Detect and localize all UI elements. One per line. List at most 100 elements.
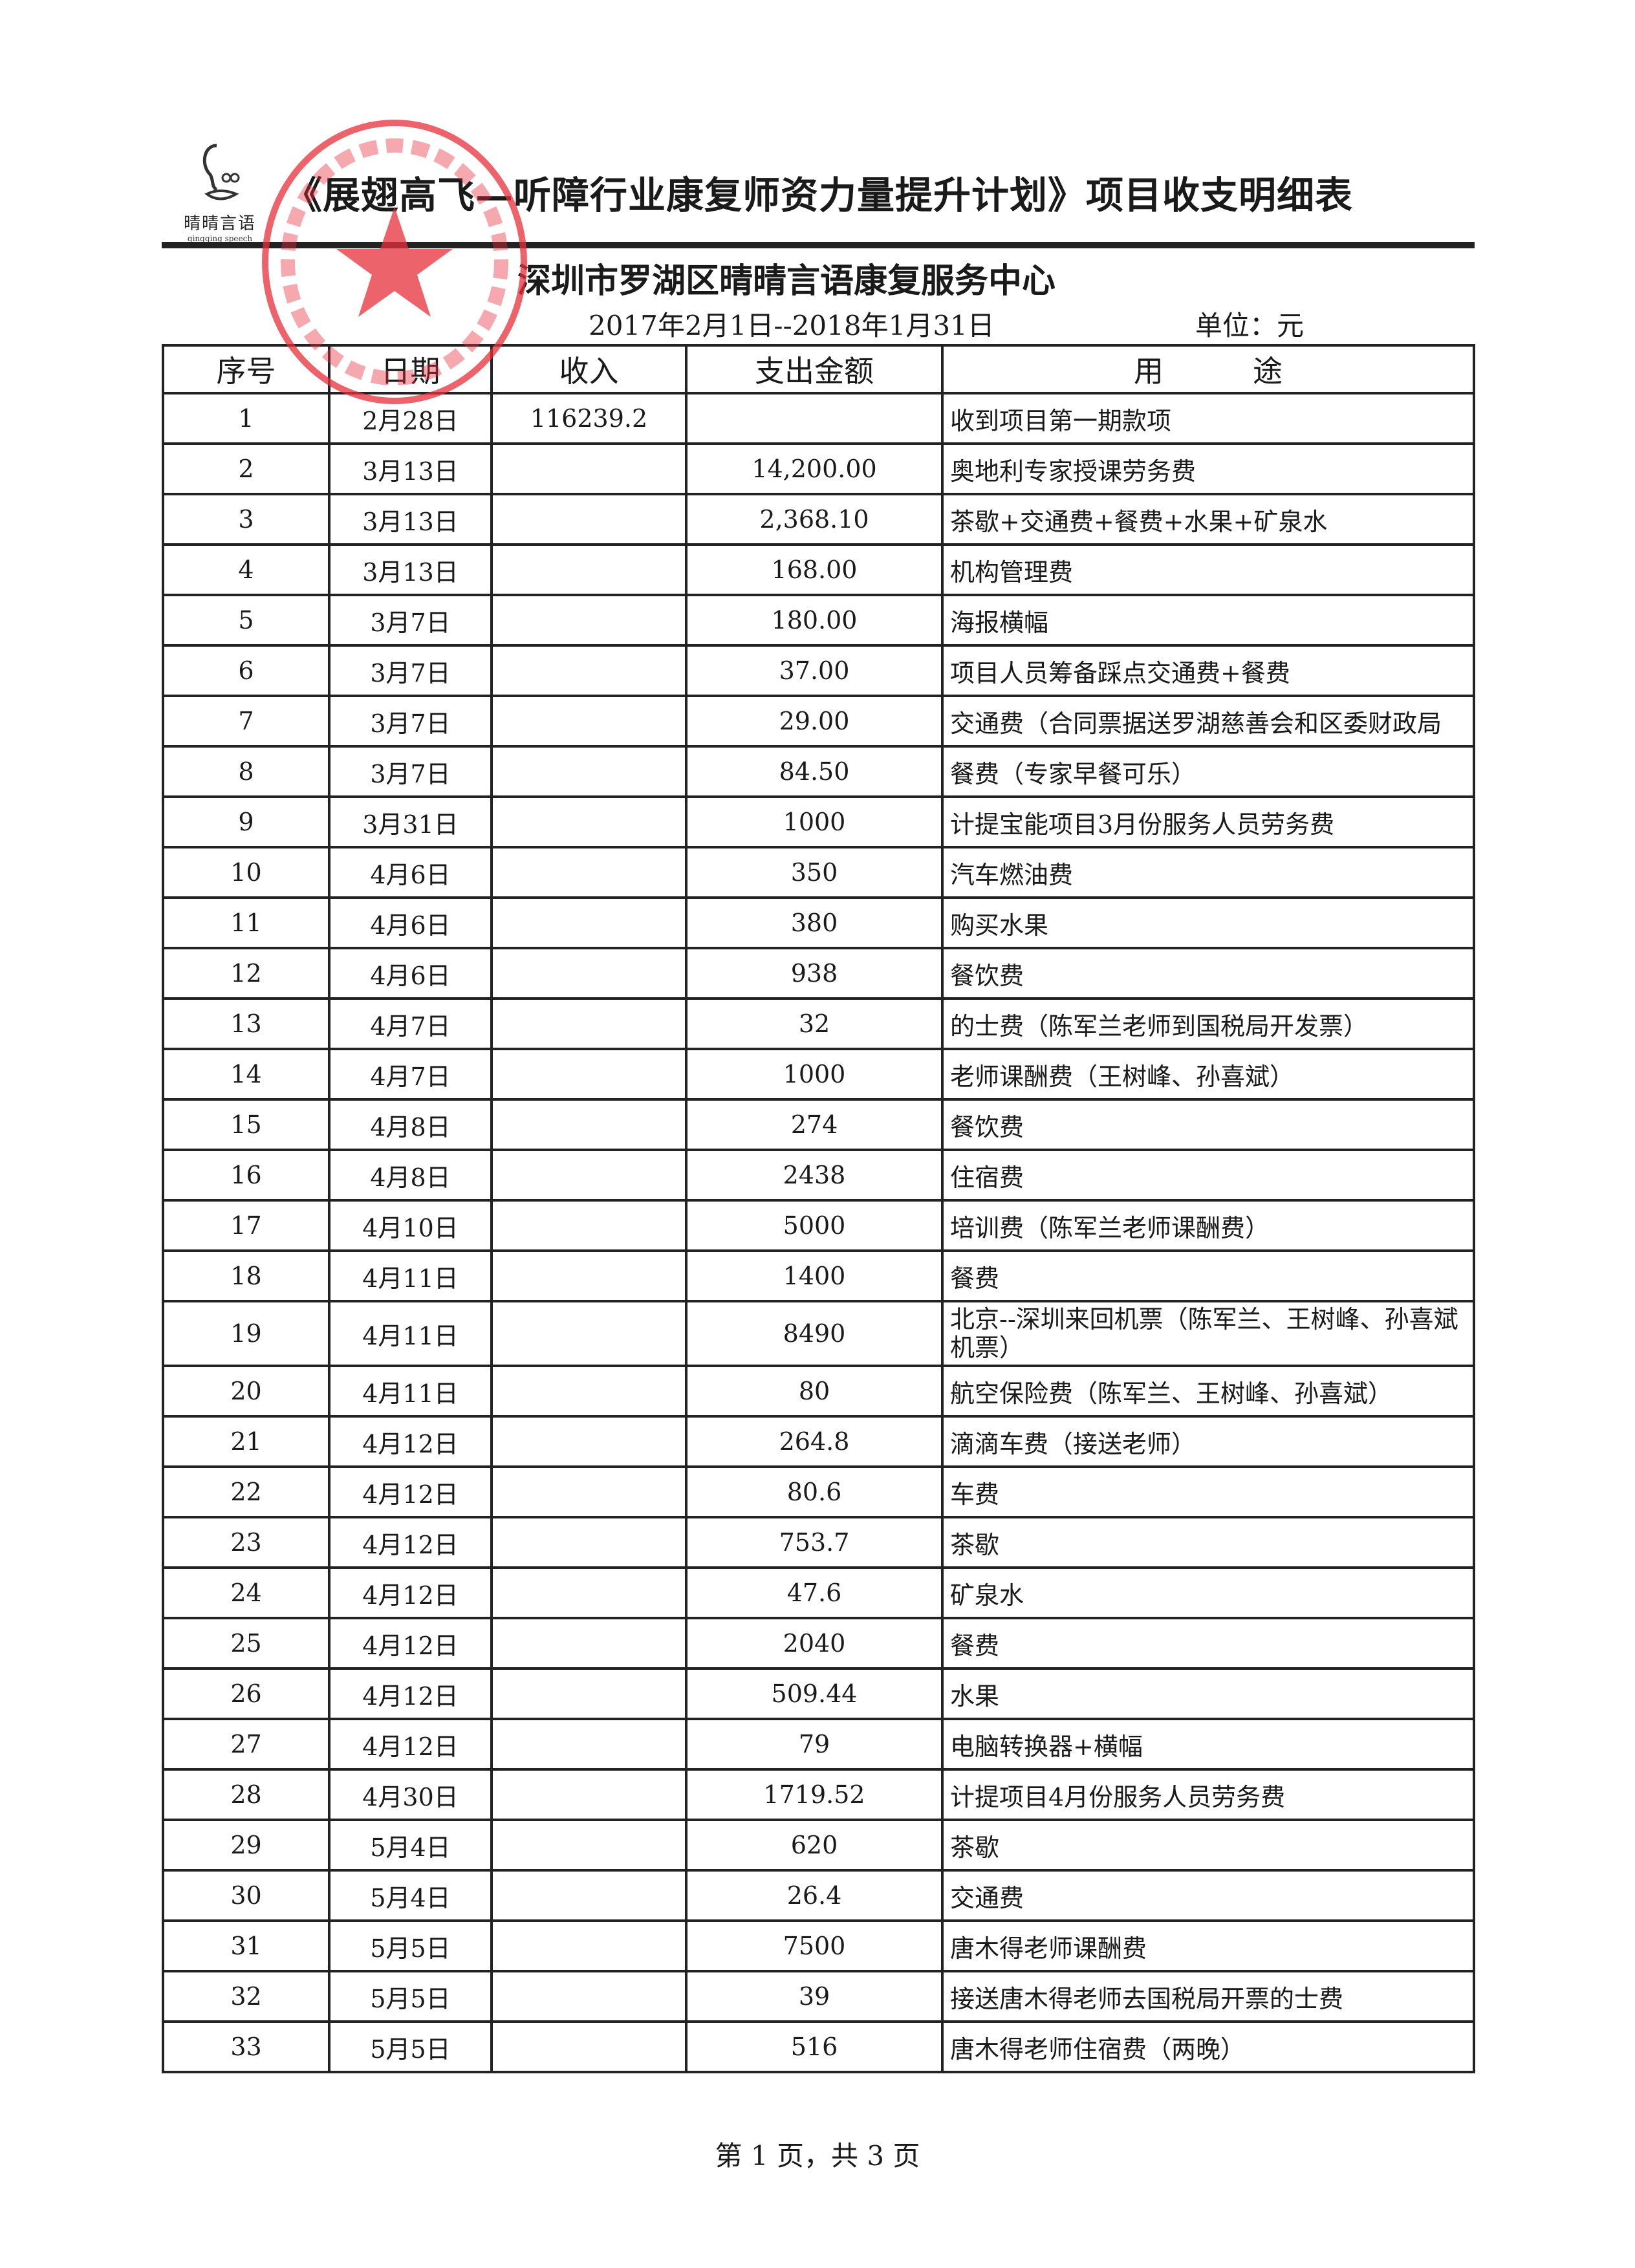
cell-no: 31	[162, 1919, 330, 1972]
cell-no: 8	[162, 745, 330, 798]
table-row: 27 4月12日 79 电脑转换器+横幅	[162, 1718, 1475, 1771]
organization-logo: 晴晴言语 qingqing speech	[175, 139, 265, 243]
cell-no: 10	[162, 846, 330, 899]
cell-expense: 80.6	[685, 1465, 944, 1518]
cell-expense: 938	[685, 947, 944, 1000]
cell-expense: 1000	[685, 795, 944, 848]
cell-purpose: 北京--深圳来回机票（陈军兰、王树峰、孙喜斌机票）	[941, 1300, 1475, 1367]
table-row: 12 4月6日 938 餐饮费	[162, 947, 1475, 1000]
cell-expense: 380	[685, 896, 944, 949]
cell-income	[490, 795, 688, 848]
page-number: 第 1 页，共 3 页	[715, 2140, 920, 2172]
stamp-star-icon	[336, 207, 453, 317]
cell-expense: 264.8	[685, 1415, 944, 1468]
cell-purpose: 计提宝能项目3月份服务人员劳务费	[941, 795, 1475, 848]
cell-date: 5月5日	[328, 1919, 493, 1972]
cell-expense: 620	[685, 1819, 944, 1872]
logo-text: 晴晴言语	[183, 214, 256, 233]
cell-purpose: 交通费	[941, 1869, 1475, 1922]
cell-date: 4月12日	[328, 1516, 493, 1569]
cell-income	[490, 1718, 688, 1771]
cell-date: 2月28日	[328, 392, 493, 445]
cell-expense: 32	[685, 997, 944, 1050]
cell-expense: 274	[685, 1098, 944, 1151]
table-row: 30 5月4日 26.4 交通费	[162, 1869, 1475, 1922]
cell-income	[490, 1048, 688, 1101]
cell-purpose: 项目人员筹备踩点交通费+餐费	[941, 644, 1475, 697]
cell-income	[490, 1617, 688, 1670]
cell-no: 27	[162, 1718, 330, 1771]
cell-income	[490, 947, 688, 1000]
cell-purpose: 海报横幅	[941, 594, 1475, 647]
cell-expense: 37.00	[685, 644, 944, 697]
cell-purpose: 接送唐木得老师去国税局开票的士费	[941, 1970, 1475, 2023]
cell-no: 19	[162, 1300, 330, 1367]
cell-purpose: 餐费	[941, 1617, 1475, 1670]
cell-date: 4月7日	[328, 997, 493, 1050]
cell-no: 7	[162, 695, 330, 748]
cell-no: 32	[162, 1970, 330, 2023]
cell-expense: 79	[685, 1718, 944, 1771]
cell-no: 26	[162, 1667, 330, 1720]
cell-date: 4月8日	[328, 1098, 493, 1151]
cell-no: 20	[162, 1365, 330, 1418]
cell-date: 3月7日	[328, 745, 493, 798]
cell-date: 4月11日	[328, 1365, 493, 1418]
cell-income	[490, 1919, 688, 1972]
cell-income	[490, 543, 688, 596]
cell-no: 25	[162, 1617, 330, 1670]
cell-purpose: 航空保险费（陈军兰、王树峰、孙喜斌）	[941, 1365, 1475, 1418]
cell-expense: 753.7	[685, 1516, 944, 1569]
column-header-expense: 支出金额	[685, 344, 944, 394]
cell-expense: 14,200.00	[685, 442, 944, 495]
cell-income: 116239.2	[490, 392, 688, 445]
cell-purpose: 交通费（合同票据送罗湖慈善会和区委财政局	[941, 695, 1475, 748]
cell-date: 4月12日	[328, 1465, 493, 1518]
column-header-purpose: 用 途	[941, 344, 1475, 394]
cell-income	[490, 1300, 688, 1367]
cell-date: 5月5日	[328, 1970, 493, 2023]
cell-expense: 2438	[685, 1149, 944, 1202]
table-row: 10 4月6日 350 汽车燃油费	[162, 846, 1475, 899]
cell-income	[490, 1819, 688, 1872]
table-row: 22 4月12日 80.6 车费	[162, 1465, 1475, 1518]
cell-purpose: 茶歇	[941, 1819, 1475, 1872]
cell-no: 9	[162, 795, 330, 848]
table-row: 29 5月4日 620 茶歇	[162, 1819, 1475, 1872]
cell-purpose: 餐费	[941, 1249, 1475, 1302]
cell-no: 3	[162, 493, 330, 546]
cell-income	[490, 1516, 688, 1569]
cell-date: 5月4日	[328, 1869, 493, 1922]
table-row: 6 3月7日 37.00 项目人员筹备踩点交通费+餐费	[162, 644, 1475, 697]
cell-income	[490, 1098, 688, 1151]
cell-purpose: 餐费（专家早餐可乐）	[941, 745, 1475, 798]
cell-income	[490, 1149, 688, 1202]
cell-no: 14	[162, 1048, 330, 1101]
column-header-date: 日期	[328, 344, 493, 394]
cell-income	[490, 1199, 688, 1252]
cell-purpose: 餐饮费	[941, 947, 1475, 1000]
cell-no: 6	[162, 644, 330, 697]
cell-expense: 26.4	[685, 1869, 944, 1922]
title-divider	[162, 242, 1475, 248]
table-row: 21 4月12日 264.8 滴滴车费（接送老师）	[162, 1415, 1475, 1468]
cell-date: 4月11日	[328, 1249, 493, 1302]
table-row: 24 4月12日 47.6 矿泉水	[162, 1566, 1475, 1619]
cell-income	[490, 1465, 688, 1518]
cell-no: 1	[162, 392, 330, 445]
cell-expense: 1719.52	[685, 1768, 944, 1821]
cell-expense: 1400	[685, 1249, 944, 1302]
table-row: 9 3月31日 1000 计提宝能项目3月份服务人员劳务费	[162, 795, 1475, 848]
cell-date: 4月12日	[328, 1718, 493, 1771]
cell-date: 3月13日	[328, 543, 493, 596]
cell-date: 4月8日	[328, 1149, 493, 1202]
column-header-no: 序号	[162, 344, 330, 394]
table-row: 5 3月7日 180.00 海报横幅	[162, 594, 1475, 647]
cell-no: 28	[162, 1768, 330, 1821]
table-row: 16 4月8日 2438 住宿费	[162, 1149, 1475, 1202]
cell-date: 4月12日	[328, 1415, 493, 1468]
cell-purpose: 茶歇+交通费+餐费+水果+矿泉水	[941, 493, 1475, 546]
cell-expense: 80	[685, 1365, 944, 1418]
cell-date: 4月6日	[328, 896, 493, 949]
cell-income	[490, 695, 688, 748]
